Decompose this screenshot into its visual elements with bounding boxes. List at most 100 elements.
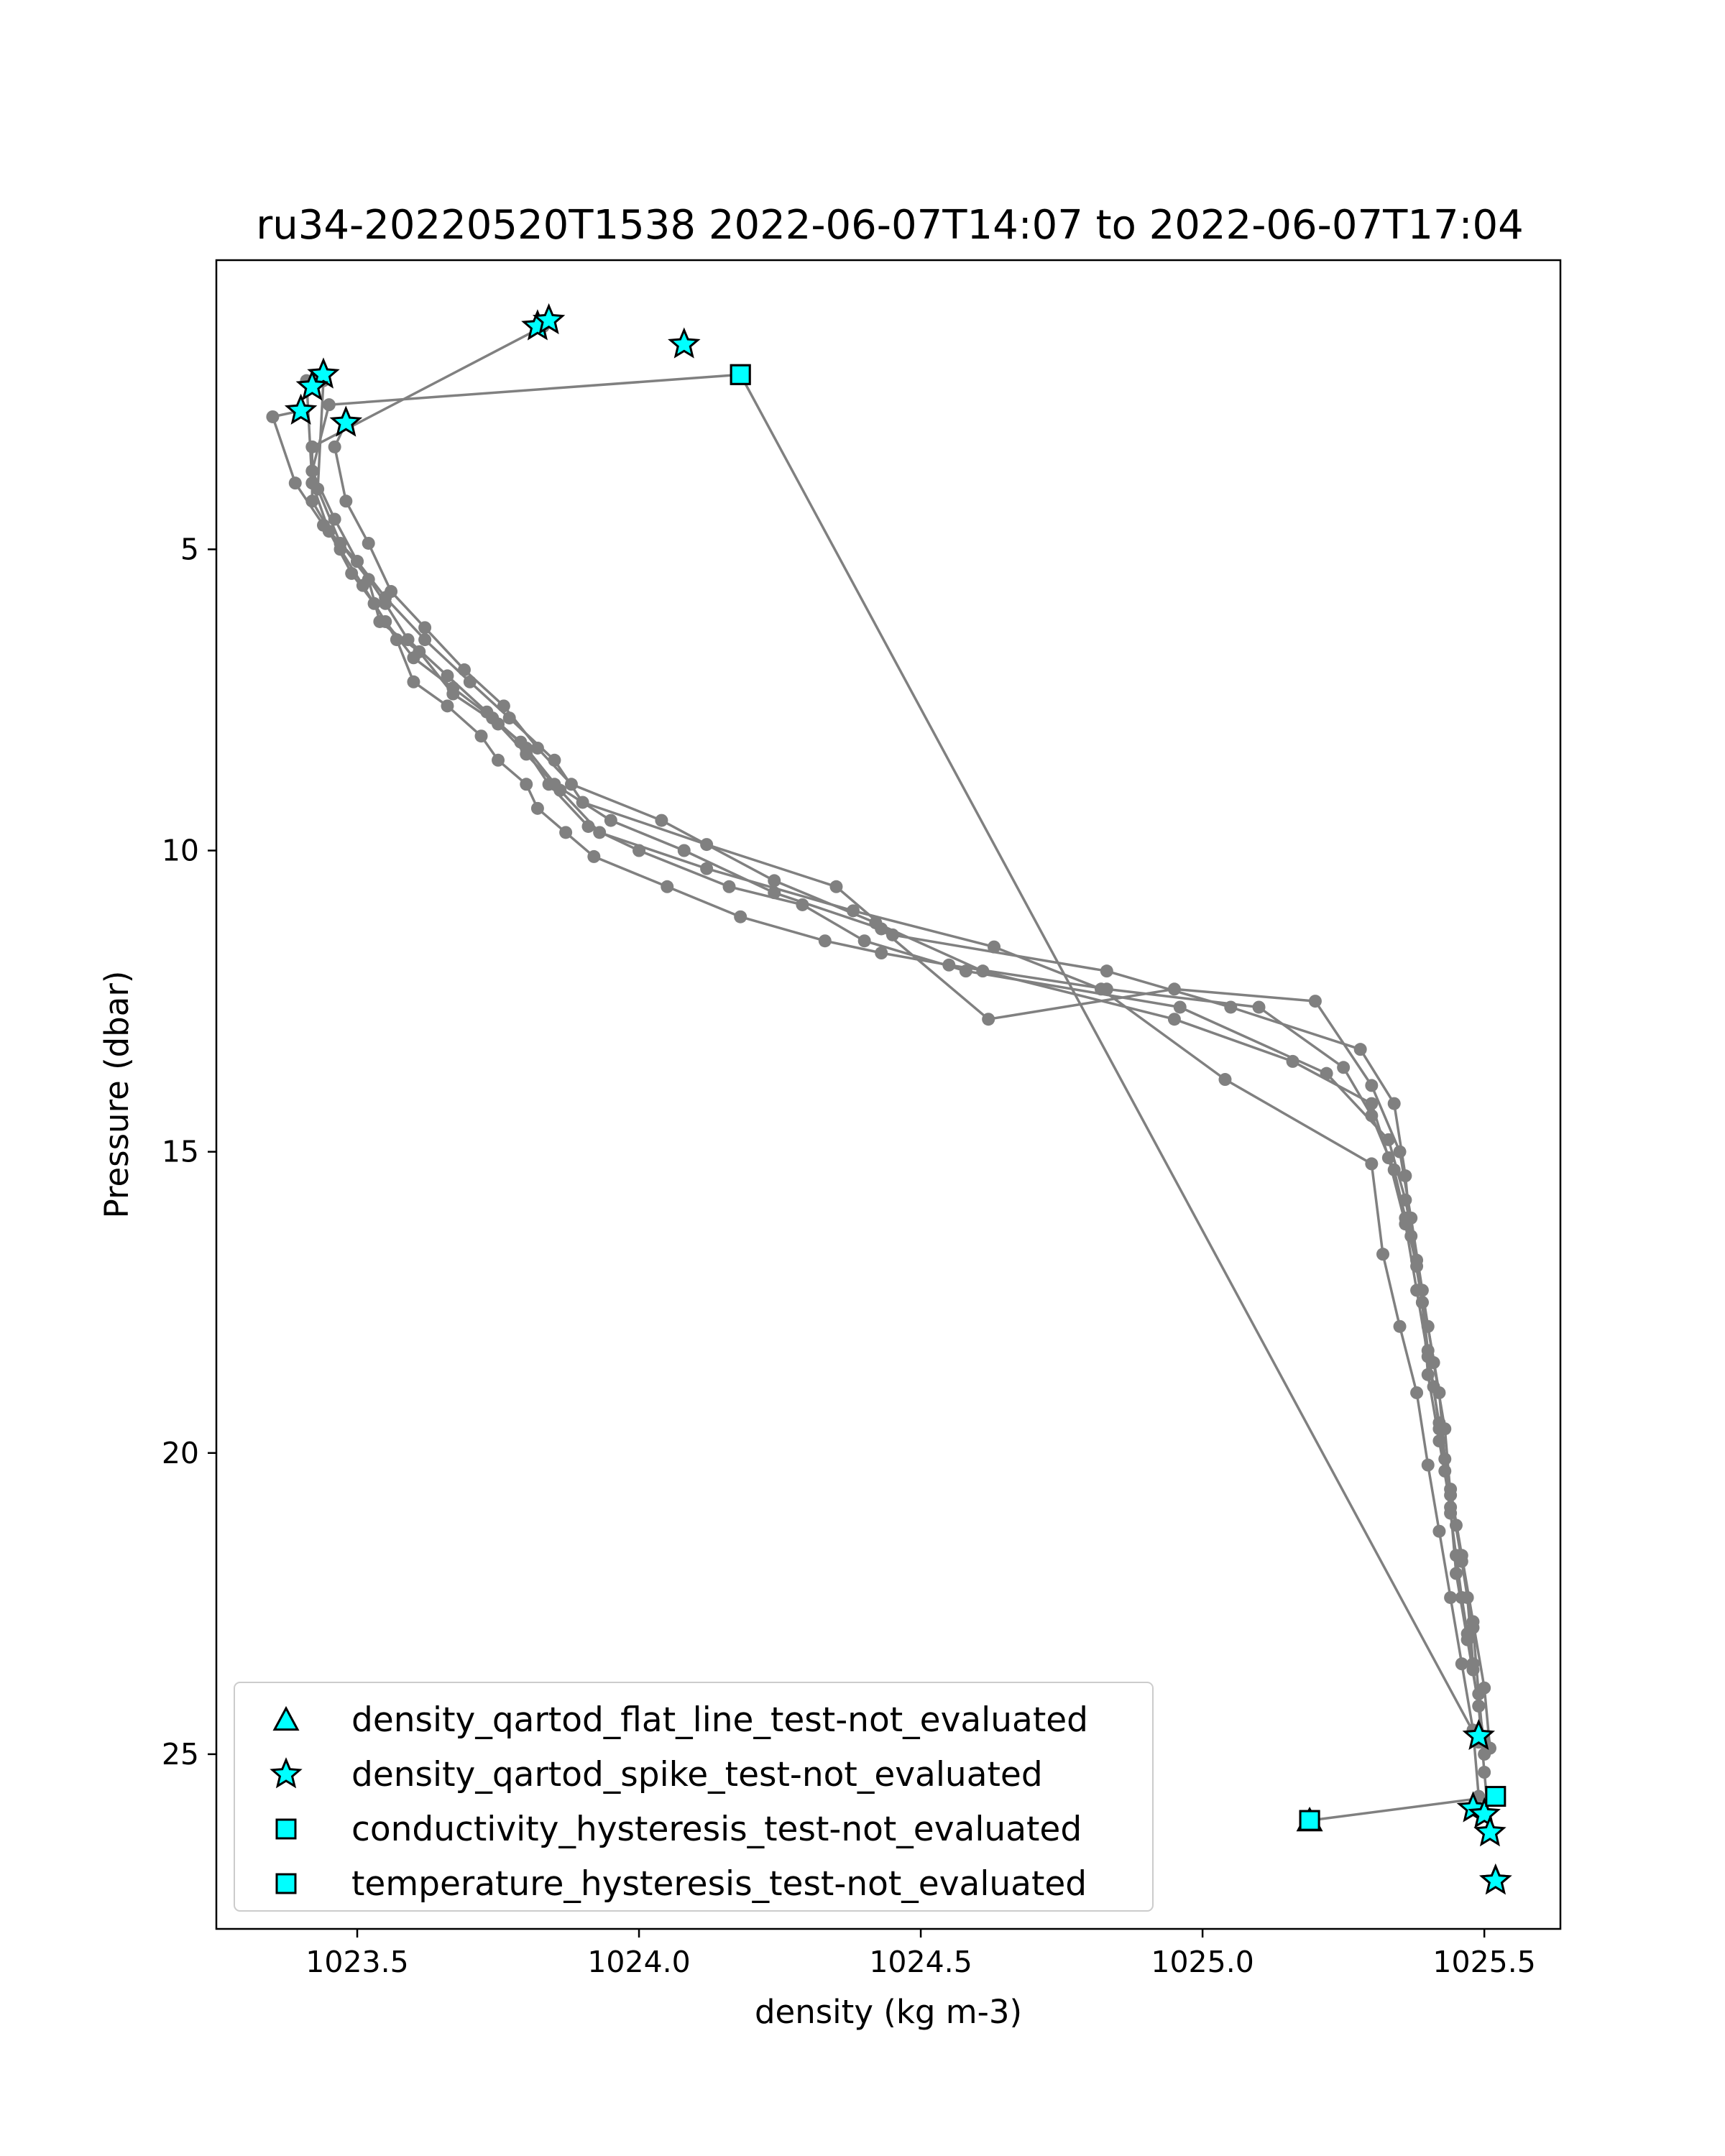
y-axis-label: Pressure (dbar) <box>98 971 136 1219</box>
profile-point <box>457 663 471 677</box>
legend-square-marker <box>275 1818 297 1840</box>
profile-point <box>379 596 392 610</box>
profile-point <box>407 651 420 665</box>
profile-point <box>401 633 415 647</box>
profile-point <box>530 801 544 815</box>
profile-point <box>846 904 860 918</box>
square-flag-marker <box>730 364 751 385</box>
profile-point <box>328 512 341 526</box>
profile-line <box>739 374 1480 1743</box>
profile-point <box>1100 964 1113 978</box>
profile-point <box>587 849 601 863</box>
profile-point <box>520 741 533 755</box>
star-flag-marker <box>1462 1718 1496 1751</box>
x-tick-label: 1023.5 <box>305 1945 408 1979</box>
profile-point <box>1381 1133 1395 1146</box>
legend: density_qartod_flat_line_test-not_evalua… <box>234 1682 1154 1912</box>
profile-point <box>322 398 336 412</box>
profile-point <box>1365 1079 1379 1092</box>
legend-entry-label: conductivity_hysteresis_test-not_evaluat… <box>351 1810 1082 1849</box>
y-tick-label: 10 <box>162 834 199 868</box>
profile-point <box>869 916 883 930</box>
x-tick-label: 1024.0 <box>587 1945 690 1979</box>
profile-point <box>339 494 353 508</box>
profile-point <box>418 621 432 635</box>
plot-frame <box>215 259 1562 1930</box>
profile-point <box>480 705 494 719</box>
star-flag-marker <box>1479 1863 1512 1895</box>
profile-point <box>463 675 477 688</box>
profile-point <box>1286 1054 1300 1068</box>
profile-point <box>1376 1248 1390 1261</box>
profile-point <box>1478 1766 1491 1779</box>
profile-point <box>1381 1151 1395 1165</box>
profile-point <box>351 555 364 568</box>
star-flag-marker <box>329 405 363 437</box>
star-flag-marker <box>284 393 318 425</box>
profile-point <box>553 783 567 797</box>
profile-point <box>875 946 888 960</box>
square-flag-marker <box>1485 1786 1506 1807</box>
profile-point <box>1449 1567 1463 1580</box>
profile-point <box>1224 1000 1238 1014</box>
profile-point <box>1472 1699 1486 1713</box>
profile-line <box>1309 1795 1496 1822</box>
profile-point <box>492 753 505 767</box>
profile-point <box>1387 1097 1401 1110</box>
x-tick-label: 1025.0 <box>1151 1945 1254 1979</box>
legend-entry-label: temperature_hysteresis_test-not_evaluate… <box>351 1864 1087 1904</box>
profile-lines-group <box>266 320 1502 1839</box>
profile-point <box>1432 1416 1446 1429</box>
profile-point <box>857 934 871 948</box>
legend-square-marker <box>275 1873 297 1894</box>
profile-point <box>497 699 510 713</box>
profile-point <box>655 814 668 827</box>
chart-title: ru34-20220520T1538 2022-06-07T14:07 to 2… <box>256 202 1523 249</box>
profile-point <box>530 741 544 755</box>
profile-point <box>1365 1097 1379 1110</box>
profile-point <box>407 675 420 688</box>
star-flag-marker <box>295 369 329 401</box>
profile-point <box>1173 1000 1187 1014</box>
profile-point <box>1432 1524 1446 1538</box>
profile-point <box>266 410 280 423</box>
profile-point <box>379 614 392 628</box>
profile-point <box>1218 1073 1232 1087</box>
star-flag-marker <box>1473 1815 1506 1847</box>
profile-point <box>1460 1633 1474 1646</box>
x-axis: 1023.5 1024.0 1024.5 1025.0 1025.5 <box>305 1929 1536 1979</box>
profile-point <box>1478 1681 1491 1695</box>
profile-point <box>796 898 809 911</box>
profile-point <box>559 826 573 839</box>
profile-point <box>316 518 330 532</box>
profile-point <box>564 778 578 791</box>
profile-point <box>305 464 319 478</box>
profile-point <box>328 440 341 453</box>
y-tick-label: 20 <box>162 1436 199 1470</box>
profile-point <box>288 476 302 490</box>
profile-point <box>593 826 607 839</box>
flag-markers-group <box>284 303 1512 1895</box>
star-flag-marker <box>532 303 566 335</box>
profile-point <box>446 681 460 695</box>
profile-point <box>1399 1169 1412 1183</box>
profile-point <box>1444 1590 1458 1604</box>
profile-point <box>818 934 832 948</box>
profile-point <box>542 778 556 791</box>
y-axis: 5 10 15 20 25 <box>162 532 216 1772</box>
profile-point <box>1421 1350 1435 1363</box>
profile-point <box>418 633 432 647</box>
profile-point <box>1455 1549 1468 1562</box>
y-tick-label: 5 <box>180 532 199 566</box>
profile-point <box>1353 1043 1367 1056</box>
profile-point <box>385 585 398 599</box>
profile-point <box>474 729 488 743</box>
y-tick-label: 25 <box>162 1737 199 1772</box>
profile-point <box>700 862 714 875</box>
profile-point <box>1167 1013 1181 1026</box>
y-tick-label: 15 <box>162 1135 199 1169</box>
profile-point <box>1444 1483 1458 1496</box>
profile-point <box>829 880 843 893</box>
square-flag-marker <box>1299 1810 1320 1831</box>
